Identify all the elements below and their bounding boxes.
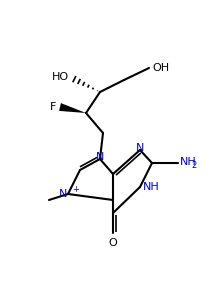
Text: OH: OH — [152, 63, 169, 73]
Text: NH: NH — [180, 157, 197, 167]
Text: N: N — [136, 143, 144, 153]
Text: N: N — [96, 152, 104, 162]
Text: F: F — [50, 102, 56, 112]
Text: HO: HO — [52, 72, 69, 82]
Text: N: N — [59, 189, 67, 199]
Text: NH: NH — [143, 182, 160, 192]
Text: +: + — [72, 185, 79, 194]
Text: O: O — [109, 238, 117, 248]
Polygon shape — [59, 103, 86, 113]
Text: 2: 2 — [191, 160, 196, 169]
